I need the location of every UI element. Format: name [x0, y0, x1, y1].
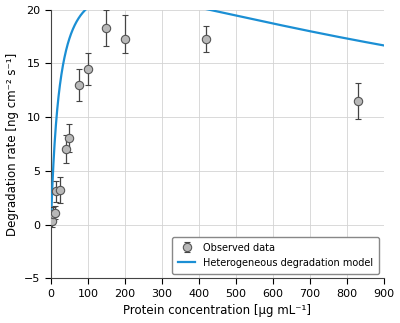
- Heterogeneous degradation model: [382, 44, 386, 47]
- Heterogeneous degradation model: [49, 217, 54, 221]
- Heterogeneous degradation model: [211, 9, 216, 13]
- Heterogeneous degradation model: [372, 42, 377, 46]
- Heterogeneous degradation model: [202, 7, 207, 11]
- Heterogeneous degradation model: [311, 30, 316, 34]
- Heterogeneous degradation model: [66, 41, 70, 45]
- Y-axis label: Degradation rate [ng cm⁻² s⁻¹]: Degradation rate [ng cm⁻² s⁻¹]: [6, 52, 18, 236]
- Heterogeneous degradation model: [372, 42, 377, 46]
- Line: Heterogeneous degradation model: Heterogeneous degradation model: [51, 0, 384, 219]
- X-axis label: Protein concentration [μg mL⁻¹]: Protein concentration [μg mL⁻¹]: [123, 305, 311, 318]
- Legend: Observed data, Heterogeneous degradation model: Observed data, Heterogeneous degradation…: [172, 237, 379, 274]
